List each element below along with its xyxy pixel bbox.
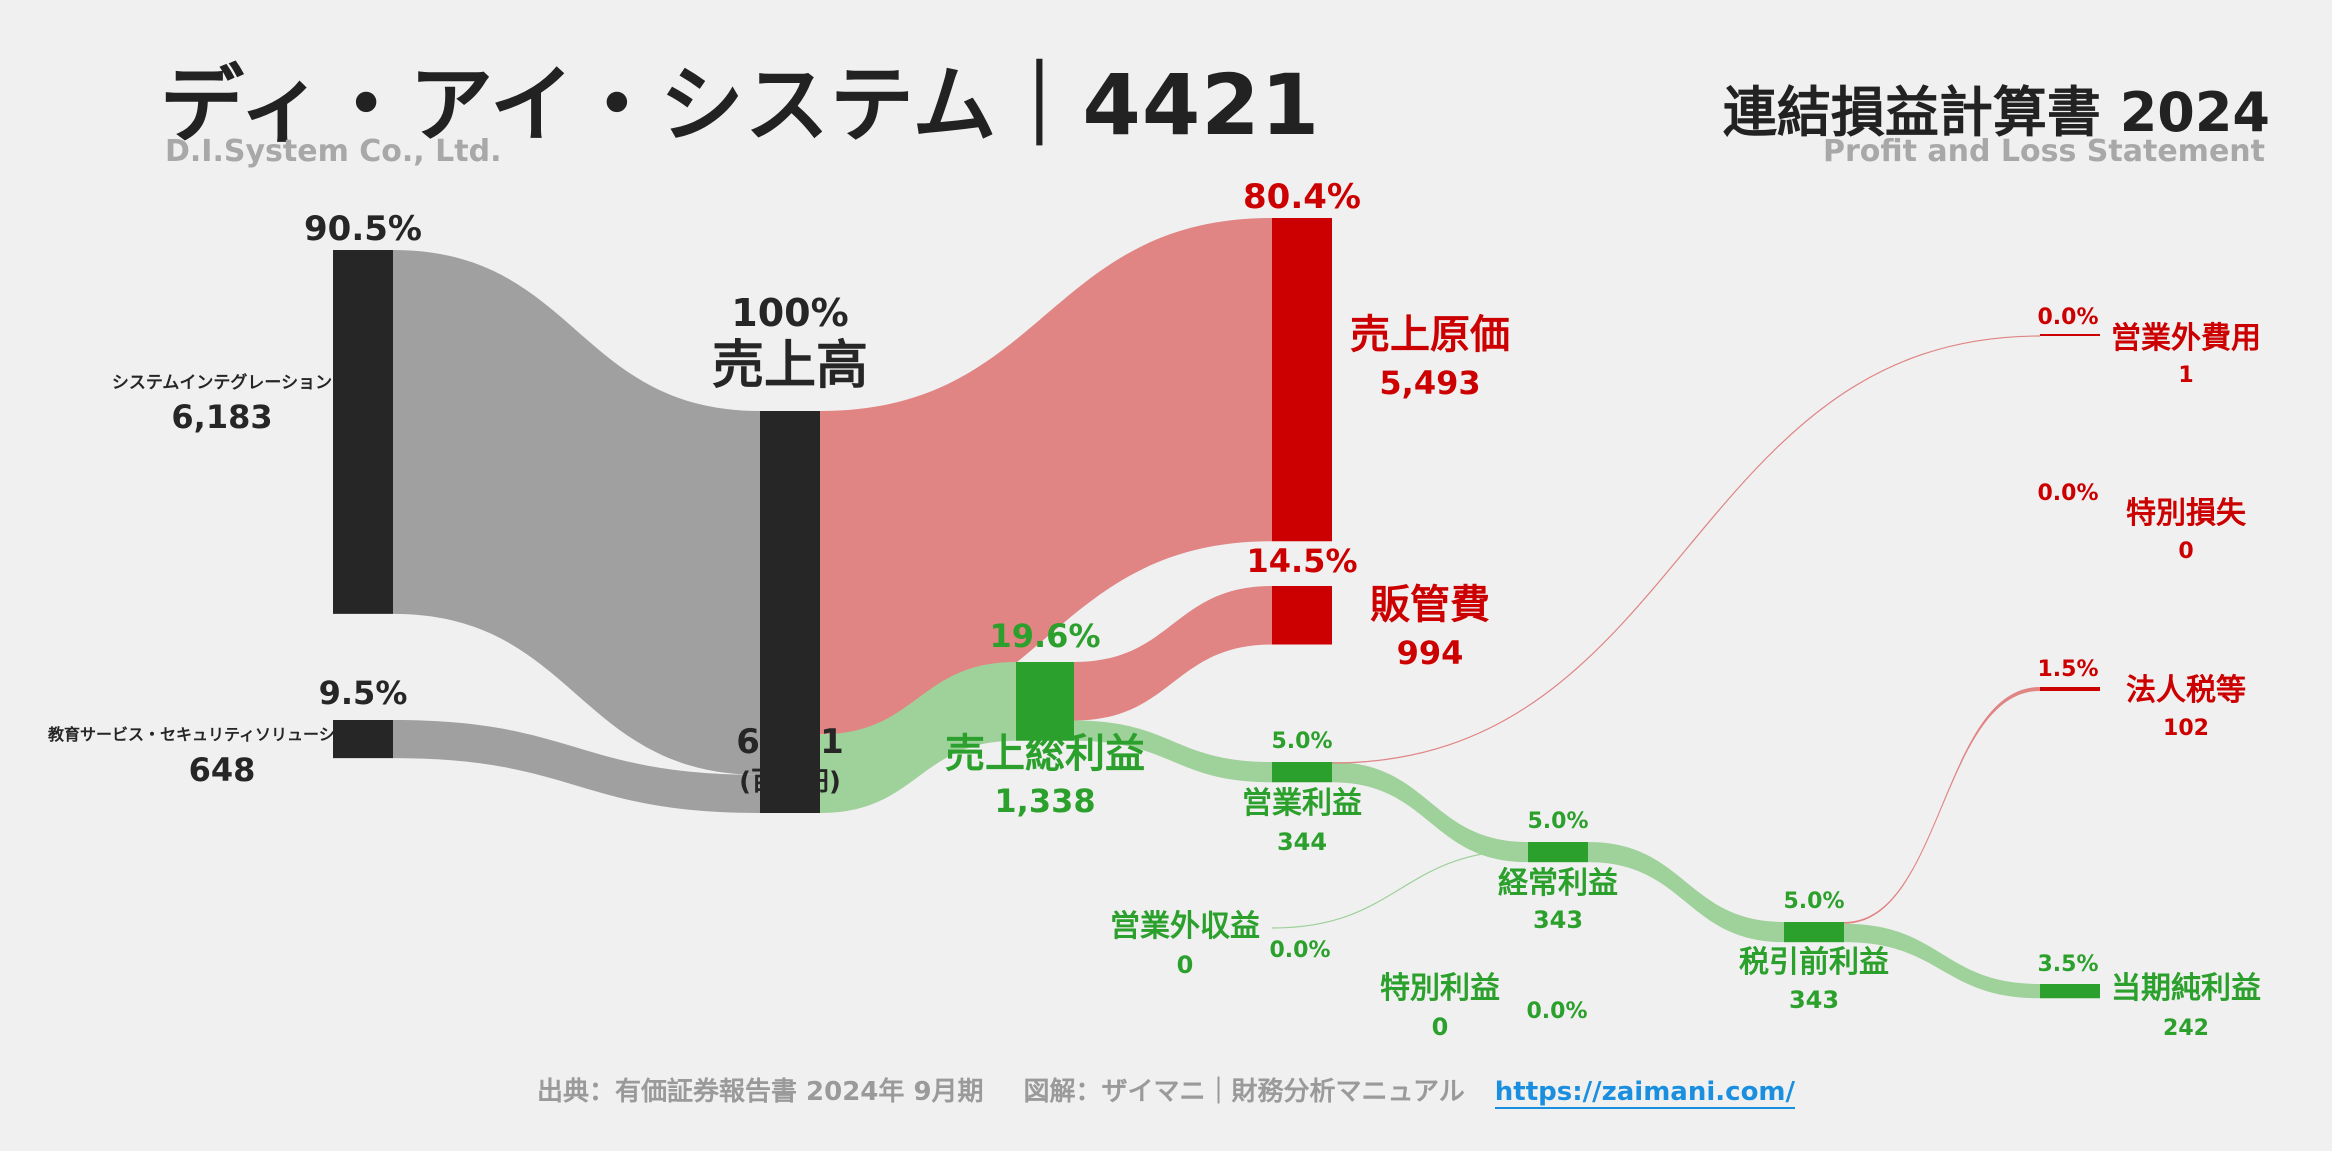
pct-label-nonop_exp: 0.0% (2037, 305, 2098, 330)
node-label-sys: システムインテグレーション (112, 372, 332, 393)
value-label-gross: 1,338 (994, 782, 1095, 820)
pct-label-pretax: 5.0% (1783, 889, 1844, 914)
node-label-sp_loss: 特別損失 (2126, 496, 2247, 531)
value-label-edu: 648 (189, 751, 256, 789)
flow-operating-to-ordinary (1332, 762, 1528, 863)
node-bar-op (1272, 762, 1332, 783)
value-label-net: 242 (2163, 1016, 2209, 1041)
node-bar-rev (760, 411, 820, 813)
flow-revenue-to-gross-profit (820, 662, 1016, 813)
value-label-sys: 6,183 (171, 398, 272, 436)
flow-pretax-to-tax (1844, 687, 2040, 924)
value-label-nonop_inc: 0 (1177, 951, 1194, 979)
footer-source: 出典：有価証券報告書 2024年 9月期 (536, 1077, 984, 1107)
unit-label: (百万円) (739, 767, 841, 797)
pct-label-sga: 14.5% (1246, 542, 1357, 580)
flow-pretax-to-net-income (1844, 923, 2040, 999)
pct-label-tax: 1.5% (2037, 657, 2098, 682)
node-bar-gross (1016, 662, 1074, 741)
node-label-pretax: 税引前利益 (1739, 945, 1889, 980)
pct-label-sp_loss: 0.0% (2037, 481, 2098, 506)
value-label-sp_gain: 0 (1432, 1013, 1449, 1041)
footer: 出典：有価証券報告書 2024年 9月期 図解：ザイマニ｜財務分析マニュアル htt… (0, 1071, 2332, 1109)
flow-gross-to-operating (1074, 720, 1272, 783)
statement-subtitle: Profit and Loss Statement (1822, 134, 2265, 169)
pct-label-edu: 9.5% (319, 674, 408, 712)
pct-label-gross: 19.6% (989, 617, 1100, 655)
node-label-sp_gain: 特別利益 (1380, 971, 1500, 1006)
node-label-rev: 売上高 (712, 336, 868, 396)
node-label-edu: 教育サービス・セキュリティソリューション (48, 725, 367, 744)
node-bar-ord (1528, 842, 1588, 863)
footer-credit: 図解：ザイマニ｜財務分析マニュアル (1023, 1077, 1465, 1107)
node-bar-pretax (1784, 922, 1844, 943)
node-label-cogs: 売上原価 (1350, 312, 1510, 358)
pct-label-net: 3.5% (2037, 952, 2098, 977)
flow-nonoperating-income-to-ordinary (1271, 849, 1529, 929)
flow-operating-to-nonoperating-expense (1331, 335, 2041, 764)
pct-label-cogs: 80.4% (1243, 177, 1361, 217)
node-label-nonop_exp: 営業外費用 (2111, 321, 2261, 356)
node-bar-nonop_exp (2040, 334, 2100, 336)
company-english-name: D.I.System Co., Ltd. (165, 134, 502, 169)
flow-gross-to-sga (1074, 586, 1272, 721)
value-label-nonop_exp: 1 (2178, 363, 2193, 388)
statement-title: 連結損益計算書 2024 (1722, 81, 2270, 144)
node-bar-sys (333, 250, 393, 614)
pct-label-nonop_inc: 0.0% (1269, 938, 1330, 963)
node-label-sga: 販管費 (1370, 582, 1490, 628)
pct-label-ord: 5.0% (1527, 809, 1588, 834)
value-label-sp_loss: 0 (2178, 539, 2193, 564)
flow-segment1-to-revenue (393, 250, 760, 775)
value-label-op: 344 (1277, 828, 1327, 856)
pct-label-sys: 90.5% (304, 209, 422, 249)
flow-revenue-to-cogs (820, 218, 1272, 735)
node-label-ord: 経常利益 (1498, 866, 1618, 901)
value-label-tax: 102 (2163, 716, 2209, 741)
pct-label-sp_gain: 0.0% (1526, 999, 1587, 1024)
node-bar-cogs (1272, 218, 1332, 542)
value-label-sga: 994 (1397, 634, 1464, 672)
node-label-nonop_inc: 営業外収益 (1110, 909, 1260, 944)
node-bar-net (2040, 984, 2100, 999)
value-label-cogs: 5,493 (1379, 364, 1480, 402)
flow-segment2-to-revenue (393, 720, 760, 813)
page-title: ディ・アイ・システム｜4421 (160, 56, 1321, 154)
node-bar-sga (1272, 586, 1332, 645)
value-label-ord: 343 (1533, 906, 1583, 934)
node-label-tax: 法人税等 (2126, 673, 2246, 708)
flow-ordinary-to-pretax (1588, 842, 1784, 943)
value-label-rev: 6,831 (736, 722, 844, 762)
node-label-op: 営業利益 (1242, 786, 1362, 821)
pct-label-rev: 100% (731, 291, 848, 335)
node-bar-edu (333, 720, 393, 759)
node-bar-tax (2040, 687, 2100, 691)
pct-label-op: 5.0% (1271, 729, 1332, 754)
node-label-gross: 売上総利益 (945, 731, 1145, 777)
node-label-net: 当期純利益 (2111, 971, 2261, 1006)
value-label-pretax: 343 (1789, 986, 1839, 1014)
footer-url-link[interactable]: https://zaimani.com/ (1494, 1077, 1796, 1109)
